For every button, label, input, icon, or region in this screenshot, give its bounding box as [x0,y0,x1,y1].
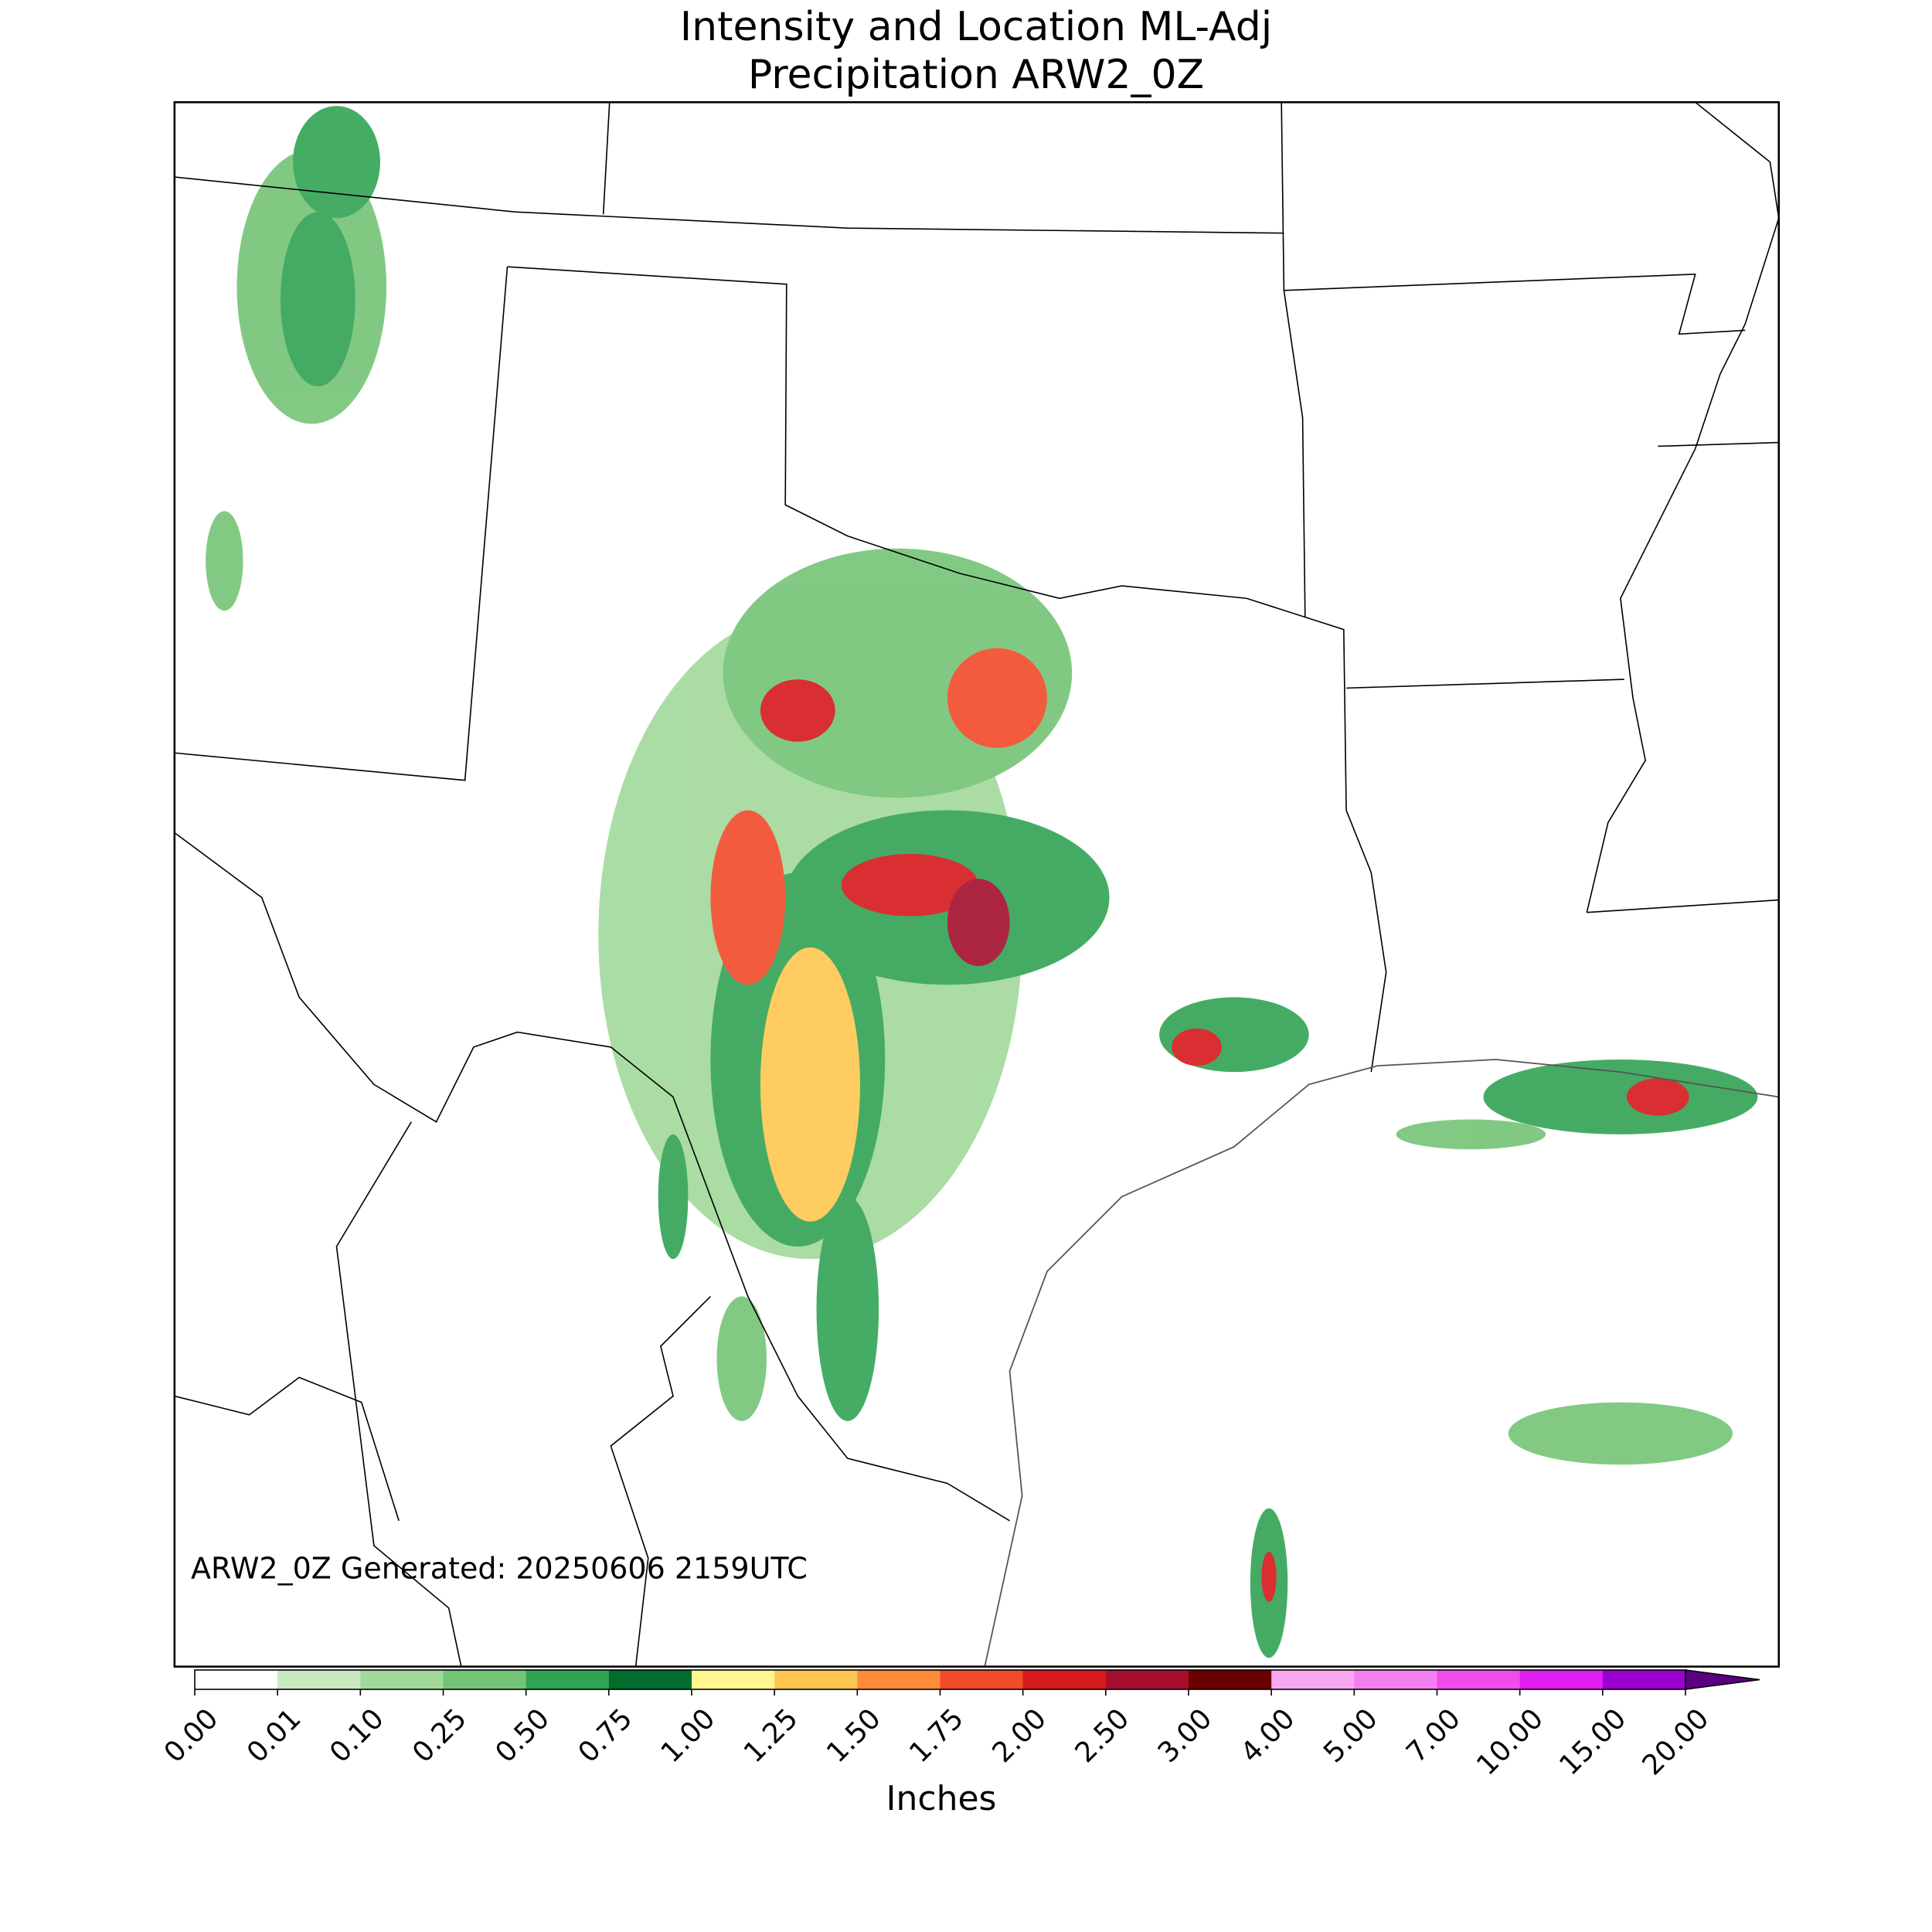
annotation: ARW2_0Z Generated: 20250606 2159UTC [191,1552,808,1586]
colorbar-tick-label: 7.00 [1400,1702,1467,1769]
colorbar-tick-label: 0.10 [324,1702,390,1769]
title-line: Intensity and Location ML-Adj [680,4,1272,50]
colorbar-tick-label: 0.01 [241,1702,308,1769]
colorbar-extend [1685,1669,1760,1690]
colorbar-tick-label: 15.00 [1553,1702,1632,1781]
colorbar-label: Inches [886,1779,997,1818]
colorbar-tick-label: 5.00 [1318,1702,1384,1769]
colorbar-segment [277,1670,361,1689]
colorbar-tick-label: 0.00 [158,1702,225,1769]
colorbar: 0.00 0.01 0.10 0.25 0.50 0.75 1.00 1.25 1.50 1.75… [158,1669,1760,1781]
colorbar-tick-label: 1.50 [821,1702,887,1769]
colorbar-segment [1271,1670,1355,1689]
colorbar-segment [443,1670,527,1689]
colorbar-tick-label: 4.00 [1235,1702,1301,1769]
colorbar-segment [1437,1670,1521,1689]
colorbar-tick-label: 1.75 [903,1702,970,1769]
colorbar-tick-label: 0.25 [406,1702,473,1769]
colorbar-tick-label: 0.75 [573,1702,639,1769]
colorbar-segment [1354,1670,1437,1689]
colorbar-tick-label: 10.00 [1471,1702,1549,1781]
colorbar-segment [1022,1670,1107,1689]
colorbar-tick-label: 3.00 [1152,1702,1219,1769]
colorbar-segment [195,1670,278,1689]
colorbar-tick-label: 2.50 [1070,1702,1136,1769]
colorbar-segment [1189,1670,1272,1689]
colorbar-segment [526,1670,610,1689]
colorbar-tick-label: 0.50 [489,1702,556,1769]
colorbar-segment [774,1670,858,1689]
colorbar-segment [608,1670,692,1689]
colorbar-tick-label: 2.00 [986,1702,1053,1769]
colorbar-segment [857,1670,940,1689]
title-line: Precipitation ARW2_0Z [748,52,1204,98]
colorbar-segment [940,1670,1024,1689]
colorbar-segment [692,1670,775,1689]
precip [206,106,1758,1658]
colorbar-segment [1105,1670,1189,1689]
colorbar-segment [360,1670,444,1689]
map-frame [173,100,1781,1668]
colorbar-tick-label: 1.00 [655,1702,722,1769]
colorbar-segment [1519,1670,1604,1689]
map [173,100,1781,1668]
colorbar-segment [1602,1670,1686,1689]
colorbar-tick-label: 1.25 [738,1702,804,1769]
colorbar-tick-label: 20.00 [1637,1702,1716,1781]
